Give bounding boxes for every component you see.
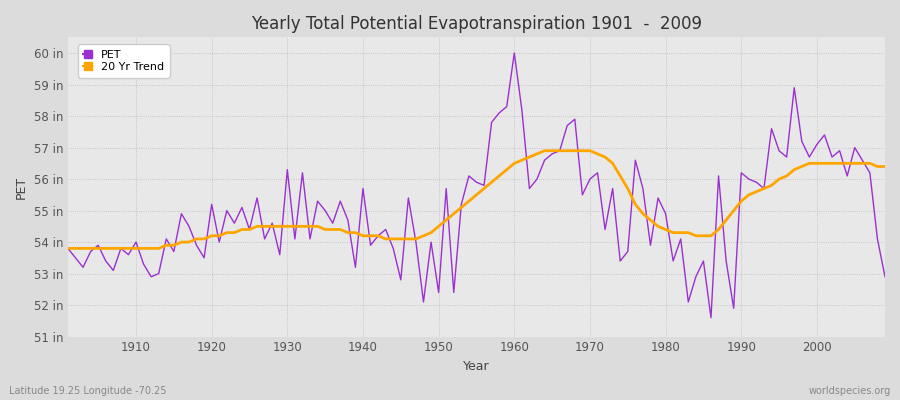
X-axis label: Year: Year	[464, 360, 490, 373]
Legend: PET, 20 Yr Trend: PET, 20 Yr Trend	[77, 44, 169, 78]
Text: worldspecies.org: worldspecies.org	[809, 386, 891, 396]
Y-axis label: PET: PET	[15, 175, 28, 198]
Title: Yearly Total Potential Evapotranspiration 1901  -  2009: Yearly Total Potential Evapotranspiratio…	[251, 15, 702, 33]
Text: Latitude 19.25 Longitude -70.25: Latitude 19.25 Longitude -70.25	[9, 386, 166, 396]
